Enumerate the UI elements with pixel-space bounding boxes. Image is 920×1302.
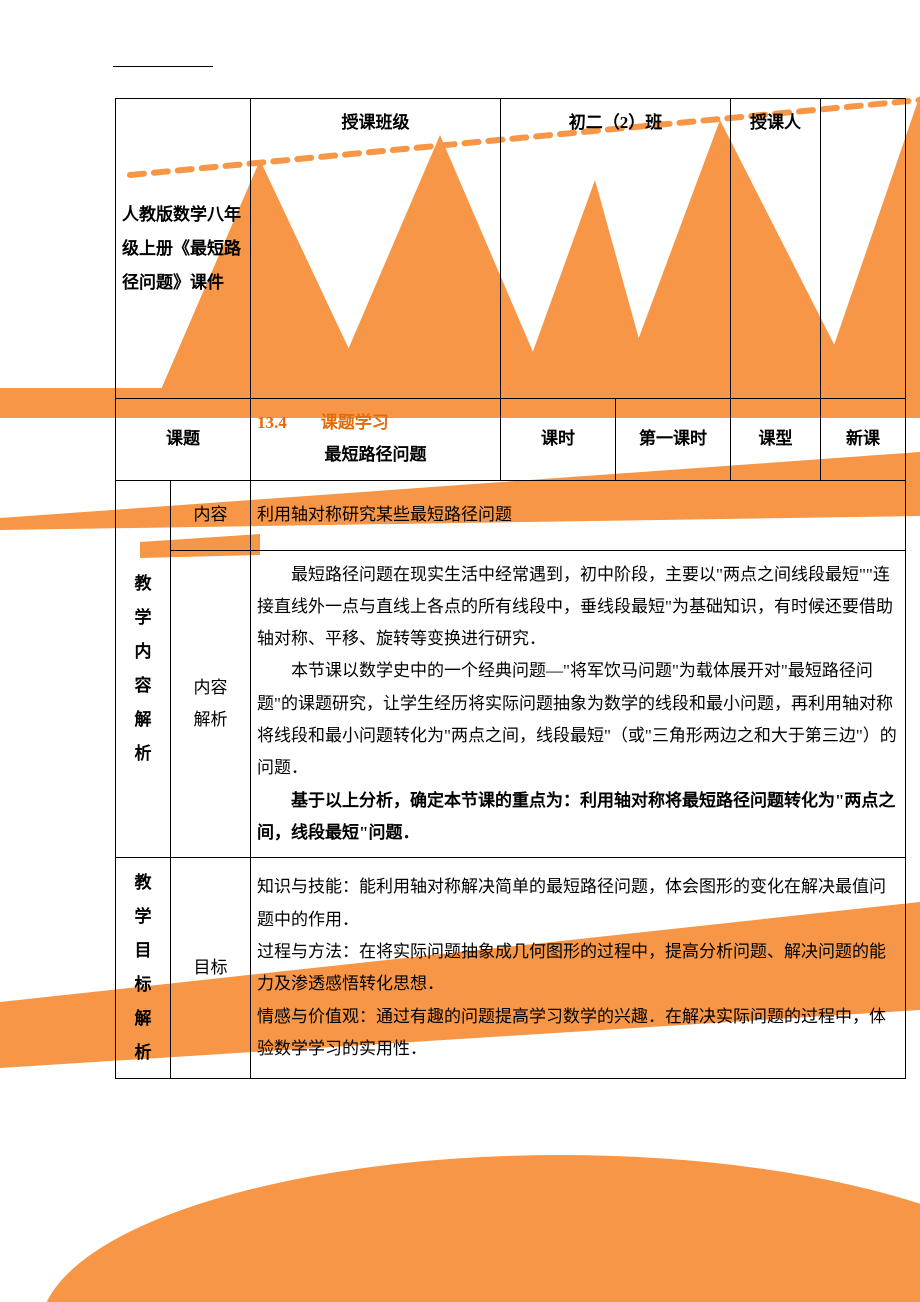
goal-body: 知识与技能：能利用轴对称解决简单的最短路径问题，体会图形的变化在解决最值问题中的… <box>251 858 906 1079</box>
content-analysis-body: 最短路径问题在现实生活中经常遇到，初中阶段，主要以"两点之间线段最短""连接直线… <box>251 550 906 858</box>
label-content-analysis: 内容解析 <box>171 550 251 858</box>
doc-title-cell: 人教版数学八年级上册《最短路径问题》课件 <box>116 99 251 399</box>
content-analysis-p3: 基于以上分析，确定本节课的重点为：利用轴对称将最短路径问题转化为"两点之间，线段… <box>257 785 899 850</box>
orange-bottom-blob <box>40 1155 920 1302</box>
value-class: 初二（2）班 <box>501 99 731 399</box>
content-analysis-p3-prefix: 基于以上分析，确定本节课的重点为： <box>291 791 580 810</box>
content-analysis-p1: 最短路径问题在现实生活中经常遇到，初中阶段，主要以"两点之间线段最短""连接直线… <box>257 559 899 656</box>
goal-p3: 情感与价值观：通过有趣的问题提高学习数学的兴趣．在解决实际问题的过程中，体验数学… <box>257 1001 899 1066</box>
label-goal: 目标 <box>171 858 251 1079</box>
topic-title-line2: 最短路径问题 <box>257 439 494 471</box>
top-rule <box>113 66 213 67</box>
content-text: 利用轴对称研究某些最短路径问题 <box>251 480 906 550</box>
label-class: 授课班级 <box>251 99 501 399</box>
goal-p2: 过程与方法：在将实际问题抽象成几何图形的过程中，提高分析问题、解决问题的能力及渗… <box>257 936 899 1001</box>
topic-title-line1: 13.4 课题学习 <box>257 407 494 439</box>
goal-p1: 知识与技能：能利用轴对称解决简单的最短路径问题，体会图形的变化在解决最值问题中的… <box>257 871 899 936</box>
label-content: 内容 <box>171 480 251 550</box>
topic-title-cell: 13.4 课题学习 最短路径问题 <box>251 399 501 481</box>
document-page: 人教版数学八年级上册《最短路径问题》课件 授课班级 初二（2）班 授课人 课题 … <box>115 98 905 1079</box>
side-label-content-analysis: 教学内容解析 <box>116 480 171 858</box>
content-analysis-p2: 本节课以数学史中的一个经典问题—"将军饮马问题"为载体展开对"最短路径问题"的课… <box>257 655 899 784</box>
value-type: 新课 <box>821 399 906 481</box>
value-teacher <box>821 99 906 399</box>
label-teacher: 授课人 <box>731 99 821 399</box>
value-period: 第一课时 <box>616 399 731 481</box>
doc-title: 人教版数学八年级上册《最短路径问题》课件 <box>122 205 241 292</box>
label-topic: 课题 <box>116 399 251 481</box>
label-period: 课时 <box>501 399 616 481</box>
lesson-plan-table: 人教版数学八年级上册《最短路径问题》课件 授课班级 初二（2）班 授课人 课题 … <box>115 98 906 1079</box>
label-type: 课型 <box>731 399 821 481</box>
side-label-goal-analysis: 教学目标解析 <box>116 858 171 1079</box>
